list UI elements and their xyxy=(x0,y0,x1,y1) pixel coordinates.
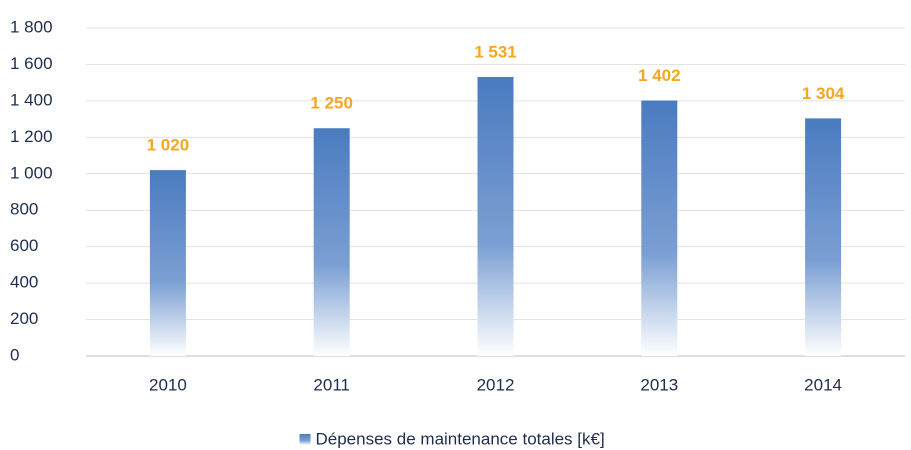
y-tick-label: 1 400 xyxy=(10,90,53,109)
bar xyxy=(149,170,186,356)
y-tick-label: 1 200 xyxy=(10,127,53,146)
legend-swatch xyxy=(299,434,311,445)
x-tick-label: 2010 xyxy=(149,375,187,394)
x-tick-label: 2013 xyxy=(640,375,678,394)
x-tick-label: 2014 xyxy=(804,375,842,394)
x-tick-label: 2011 xyxy=(313,375,350,394)
y-tick-label: 1 800 xyxy=(10,17,53,36)
y-tick-label: 1 000 xyxy=(10,163,53,182)
data-label: 1 531 xyxy=(474,43,517,62)
bar xyxy=(477,77,514,357)
bar xyxy=(805,118,842,356)
legend-label: Dépenses de maintenance totales [k€] xyxy=(316,429,605,448)
y-tick-label: 400 xyxy=(10,273,38,292)
bar xyxy=(641,100,678,356)
data-label: 1 402 xyxy=(638,66,681,85)
data-label: 1 304 xyxy=(802,84,845,103)
data-label: 1 020 xyxy=(147,136,190,155)
y-tick-label: 600 xyxy=(10,236,38,255)
y-tick-label: 200 xyxy=(10,309,38,328)
y-tick-label: 800 xyxy=(10,200,38,219)
bar xyxy=(313,128,350,356)
data-label: 1 250 xyxy=(310,94,353,113)
y-tick-label: 1 600 xyxy=(10,54,53,73)
y-tick-label: 0 xyxy=(10,345,19,364)
x-tick-label: 2012 xyxy=(477,375,515,394)
